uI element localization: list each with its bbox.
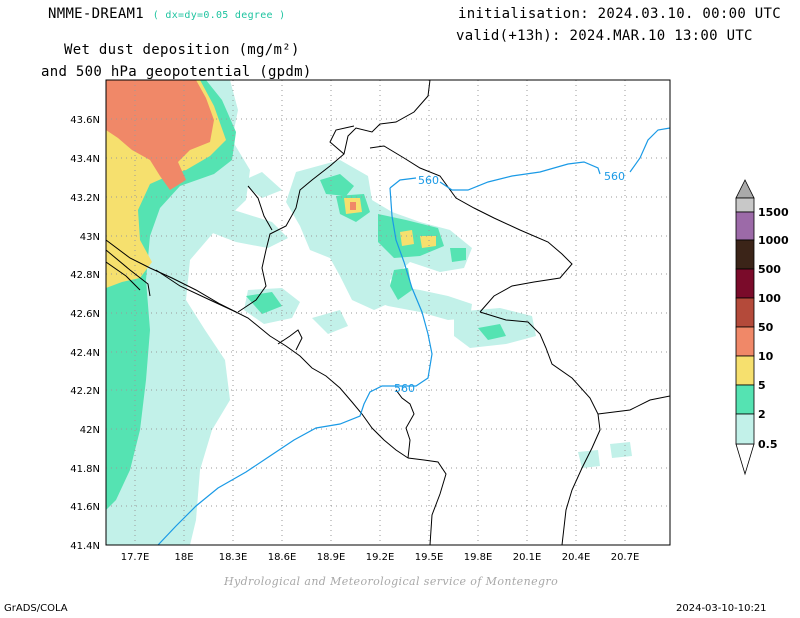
borders — [106, 80, 670, 545]
colorbar-label: 10 — [758, 350, 774, 363]
lon-label: 20.1E — [513, 552, 542, 563]
lat-label: 42.2N — [70, 386, 100, 397]
lon-label: 18.9E — [317, 552, 346, 563]
credit-line: Hydrological and Meteorological service … — [224, 575, 559, 588]
colorbar-label: 100 — [758, 292, 781, 305]
lat-label: 42.8N — [70, 270, 100, 281]
lon-label: 17.7E — [121, 552, 150, 563]
lon-label: 20.4E — [562, 552, 591, 563]
footer-right: 2024-03-10-10:21 — [676, 603, 767, 614]
lon-label: 18.6E — [268, 552, 297, 563]
colorbar-cell — [735, 413, 755, 445]
colorbar-cell — [735, 297, 755, 328]
geopotential-contour — [157, 127, 670, 545]
colorbar: 1500 1000 500 100 50 10 5 2 0.5 — [735, 179, 789, 476]
footer-left: GrADS/COLA — [4, 603, 68, 614]
lat-label: 43.2N — [70, 193, 100, 204]
lon-label: 19.5E — [415, 552, 444, 563]
colorbar-label: 50 — [758, 321, 774, 334]
dust-field — [106, 80, 670, 545]
title-line-1: Wet dust deposition (mg/m²) — [64, 42, 300, 58]
graticule — [106, 80, 670, 545]
model-name: NMME-DREAM1 — [48, 6, 145, 22]
resolution-note: ( dx=dy=0.05 degree ) — [152, 10, 286, 21]
contour-label-1: 560 — [418, 174, 439, 187]
lat-label: 41.4N — [70, 541, 100, 552]
lat-label: 43N — [80, 232, 100, 243]
valid-time: valid(+13h): 2024.MAR.10 13:00 UTC — [456, 28, 753, 44]
contour-label-2: 560 — [604, 170, 625, 183]
colorbar-cell — [735, 211, 755, 241]
colorbar-cell — [735, 355, 755, 386]
map-frame — [105, 79, 671, 546]
border-bih-mne — [237, 80, 431, 313]
lat-label: 42N — [80, 425, 100, 436]
lon-label: 18E — [174, 552, 193, 563]
lon-label: 19.2E — [366, 552, 395, 563]
title-line-2: and 500 hPa geopotential (gpdm) — [41, 64, 312, 80]
lon-label: 20.7E — [611, 552, 640, 563]
lat-label: 43.4N — [70, 154, 100, 165]
lat-label: 43.6N — [70, 115, 100, 126]
contour-labels: 560 560 560 — [394, 170, 625, 395]
lat-label: 41.8N — [70, 464, 100, 475]
colorbar-cell — [735, 239, 755, 270]
colorbar-cell — [735, 384, 755, 415]
colorbar-label: 500 — [758, 263, 781, 276]
lat-label: 42.4N — [70, 348, 100, 359]
colorbar-cell — [735, 326, 755, 357]
colorbar-label: 2 — [758, 408, 766, 421]
colorbar-top-arrow — [735, 179, 755, 199]
latitude-labels: 43.6N 43.4N 43.2N 43N 42.8N 42.6N 42.4N … — [70, 115, 100, 552]
lat-label: 42.6N — [70, 309, 100, 320]
init-time: initialisation: 2024.03.10. 00:00 UTC — [458, 6, 781, 22]
coastline — [106, 239, 409, 459]
colorbar-cell — [735, 268, 755, 299]
colorbar-cell — [735, 197, 755, 213]
colorbar-label: 1000 — [758, 234, 789, 247]
colorbar-label: 1500 — [758, 206, 789, 219]
lon-label: 19.8E — [464, 552, 493, 563]
lat-label: 41.6N — [70, 502, 100, 513]
colorbar-bottom-arrow — [735, 443, 755, 476]
colorbar-label: 0.5 — [758, 438, 778, 451]
longitude-labels: 17.7E 18E 18.3E 18.6E 18.9E 19.2E 19.5E … — [121, 552, 640, 563]
lon-label: 18.3E — [219, 552, 248, 563]
colorbar-label: 5 — [758, 379, 766, 392]
contour-label-3: 560 — [394, 382, 415, 395]
